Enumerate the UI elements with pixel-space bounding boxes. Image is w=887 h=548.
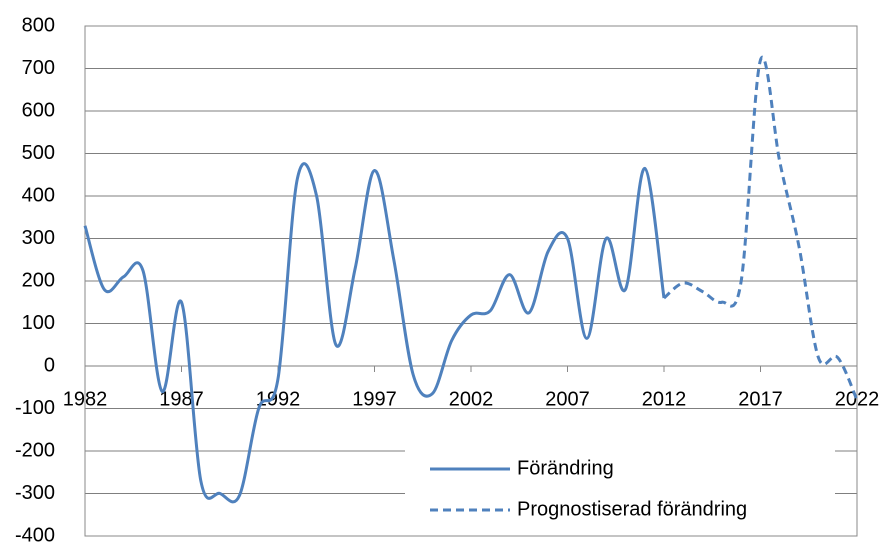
- x-tick-label: 1997: [352, 388, 397, 410]
- legend-label: Prognostiserad förändring: [517, 498, 747, 520]
- x-tick-label: 2012: [642, 388, 687, 410]
- y-tick-label: 500: [22, 142, 55, 164]
- y-tick-label: 100: [22, 312, 55, 334]
- y-tick-label: -100: [15, 397, 55, 419]
- x-tick-label: 2002: [449, 388, 494, 410]
- y-tick-label: 600: [22, 99, 55, 121]
- line: [83, 162, 666, 504]
- y-tick-label: 700: [22, 57, 55, 79]
- legend: Förändring Prognostiserad förändring: [405, 448, 835, 530]
- y-tick-label: 0: [44, 354, 55, 376]
- x-tick-label: 2007: [545, 388, 590, 410]
- x-tick-label: 1982: [63, 388, 108, 410]
- plot-border: [84, 25, 858, 537]
- x-tick-label: 1987: [159, 388, 204, 410]
- y-tick-label: -200: [15, 439, 55, 461]
- legend-label: Förändring: [517, 457, 614, 479]
- y-tick-label: 200: [22, 269, 55, 291]
- x-tick-label: 2017: [738, 388, 783, 410]
- y-tick-label: 400: [22, 184, 55, 206]
- x-tick-label: 1992: [256, 388, 301, 410]
- x-tick-label: 2022: [835, 388, 880, 410]
- y-tick-label: 800: [22, 14, 55, 36]
- y-tick-label: 300: [22, 227, 55, 249]
- legend-box: [405, 448, 835, 530]
- y-tick-label: -300: [15, 482, 55, 504]
- line: [663, 55, 859, 401]
- y-tick-label: -400: [15, 524, 55, 543]
